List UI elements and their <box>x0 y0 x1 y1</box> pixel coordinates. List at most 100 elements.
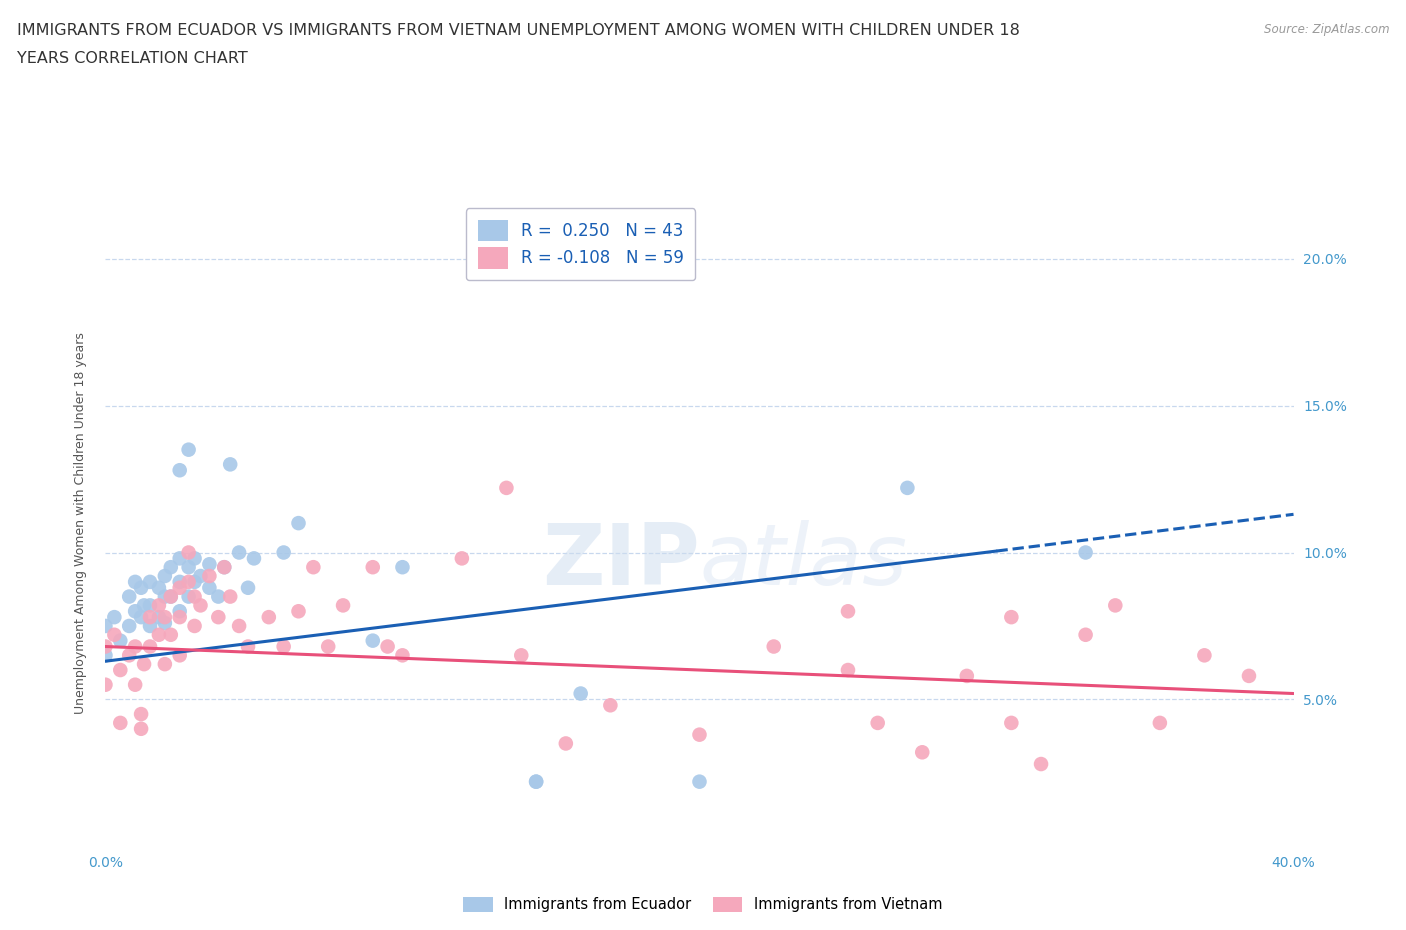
Point <box>214 560 236 575</box>
Point <box>124 575 146 590</box>
Point <box>236 580 259 595</box>
Point <box>190 568 212 583</box>
Point <box>103 628 125 643</box>
Point <box>124 677 146 692</box>
Point <box>287 604 309 618</box>
Point <box>391 560 413 575</box>
Text: atlas: atlas <box>700 521 907 604</box>
Point <box>94 639 117 654</box>
Point <box>153 568 176 583</box>
Point <box>153 616 176 631</box>
Point <box>361 560 384 575</box>
Point <box>159 589 181 604</box>
Point <box>302 560 325 575</box>
Point <box>94 648 117 663</box>
Point <box>243 551 266 565</box>
Point <box>1000 715 1022 730</box>
Point <box>599 698 621 712</box>
Point <box>837 662 859 677</box>
Point <box>129 707 152 722</box>
Point <box>510 648 533 663</box>
Point <box>1074 545 1097 560</box>
Point <box>569 686 592 701</box>
Point <box>132 598 155 613</box>
Point <box>139 618 162 633</box>
Point <box>1029 757 1052 772</box>
Point <box>1237 669 1260 684</box>
Point <box>207 610 229 625</box>
Point <box>159 560 181 575</box>
Point <box>118 589 141 604</box>
Point <box>153 589 176 604</box>
Point <box>866 715 889 730</box>
Point <box>495 481 517 496</box>
Point <box>159 589 181 604</box>
Point <box>148 580 170 595</box>
Point <box>198 557 221 572</box>
Point <box>177 560 200 575</box>
Point <box>177 575 200 590</box>
Point <box>332 598 354 613</box>
Point <box>183 618 205 633</box>
Point <box>377 639 399 654</box>
Point <box>177 589 200 604</box>
Text: YEARS CORRELATION CHART: YEARS CORRELATION CHART <box>17 51 247 66</box>
Point <box>228 618 250 633</box>
Text: IMMIGRANTS FROM ECUADOR VS IMMIGRANTS FROM VIETNAM UNEMPLOYMENT AMONG WOMEN WITH: IMMIGRANTS FROM ECUADOR VS IMMIGRANTS FR… <box>17 23 1019 38</box>
Point <box>183 575 205 590</box>
Point <box>316 639 339 654</box>
Point <box>207 589 229 604</box>
Point <box>361 633 384 648</box>
Point <box>1149 715 1171 730</box>
Point <box>129 610 152 625</box>
Point <box>169 580 191 595</box>
Point <box>118 648 141 663</box>
Point <box>1104 598 1126 613</box>
Point <box>148 628 170 643</box>
Point <box>94 618 117 633</box>
Point <box>169 648 191 663</box>
Point <box>169 575 191 590</box>
Point <box>110 662 132 677</box>
Point <box>896 481 918 496</box>
Point <box>148 598 170 613</box>
Point <box>94 677 117 692</box>
Point <box>169 604 191 618</box>
Point <box>139 639 162 654</box>
Point <box>103 610 125 625</box>
Point <box>762 639 785 654</box>
Point <box>214 560 236 575</box>
Point <box>219 589 242 604</box>
Point <box>198 580 221 595</box>
Point <box>198 568 221 583</box>
Point <box>273 545 295 560</box>
Point <box>169 610 191 625</box>
Point <box>169 551 191 565</box>
Point <box>391 648 413 663</box>
Point <box>287 516 309 531</box>
Point <box>118 618 141 633</box>
Point <box>159 628 181 643</box>
Point <box>689 727 711 742</box>
Point <box>1074 628 1097 643</box>
Point <box>139 598 162 613</box>
Point <box>1000 610 1022 625</box>
Point <box>169 463 191 478</box>
Point <box>236 639 259 654</box>
Point <box>110 715 132 730</box>
Point <box>153 610 176 625</box>
Point <box>132 657 155 671</box>
Point <box>183 589 205 604</box>
Point <box>177 443 200 458</box>
Point <box>257 610 280 625</box>
Point <box>450 551 472 565</box>
Point <box>148 610 170 625</box>
Point <box>956 669 979 684</box>
Point <box>837 604 859 618</box>
Point <box>219 457 242 472</box>
Point <box>129 580 152 595</box>
Point <box>124 639 146 654</box>
Point <box>524 774 547 789</box>
Point <box>554 736 576 751</box>
Legend: Immigrants from Ecuador, Immigrants from Vietnam: Immigrants from Ecuador, Immigrants from… <box>457 891 949 918</box>
